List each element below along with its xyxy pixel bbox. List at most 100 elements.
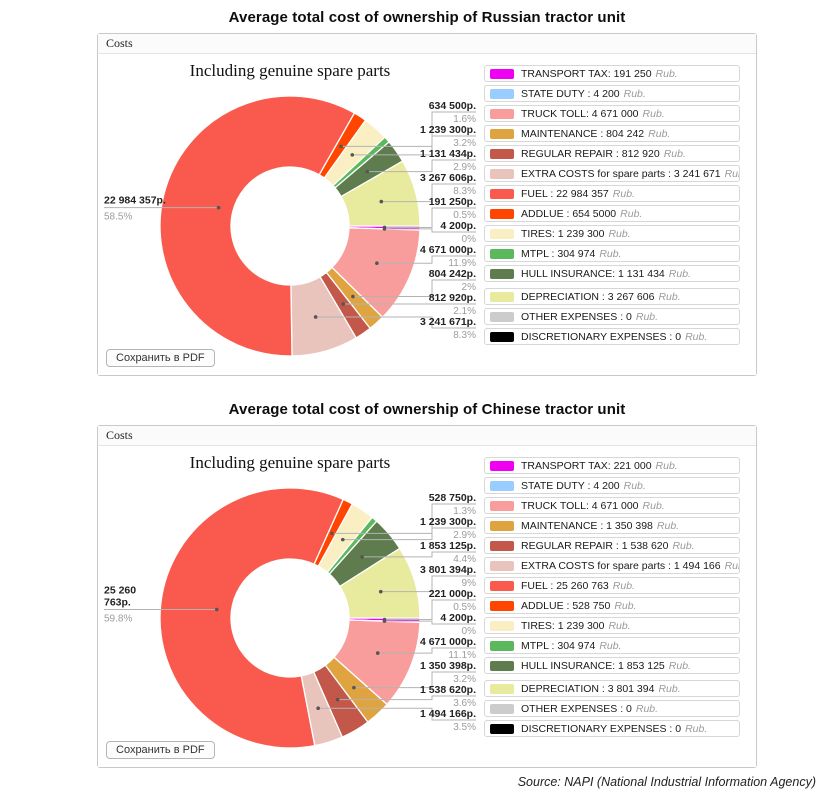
- legend-item-hull-insurance[interactable]: HULL INSURANCE: 1 131 434 Rub.: [484, 265, 740, 282]
- legend-item-extra-costs-for-spare-parts[interactable]: EXTRA COSTS for spare parts : 3 241 671 R…: [484, 165, 740, 182]
- callout-value: 1 350 398p.: [420, 660, 476, 672]
- legend-item-discretionary-expenses[interactable]: DISCRETIONARY EXPENSES : 0 Rub.: [484, 720, 740, 737]
- legend-swatch: [490, 520, 514, 531]
- legend-unit: Rub.: [648, 127, 671, 140]
- legend-label: ADDLUE : 654 5000: [521, 207, 617, 220]
- legend-item-regular-repair[interactable]: REGULAR REPAIR : 1 538 620 Rub.: [484, 537, 740, 554]
- legend-unit: Rub.: [623, 479, 646, 492]
- legend-label: TRUCK TOLL: 4 671 000: [521, 499, 639, 512]
- callout-percent: 59.8%: [104, 614, 132, 625]
- legend-item-transport-tax[interactable]: TRANSPORT TAX: 221 000 Rub.: [484, 457, 740, 474]
- legend-swatch: [490, 68, 514, 79]
- legend-item-hull-insurance[interactable]: HULL INSURANCE: 1 853 125 Rub.: [484, 657, 740, 674]
- legend-item-tires[interactable]: TIRES: 1 239 300 Rub.: [484, 225, 740, 242]
- legend-item-truck-toll[interactable]: TRUCK TOLL: 4 671 000 Rub.: [484, 105, 740, 122]
- legend-label: TRUCK TOLL: 4 671 000: [521, 107, 639, 120]
- legend-swatch: [490, 460, 514, 471]
- legend-item-fuel[interactable]: FUEL : 25 260 763 Rub.: [484, 577, 740, 594]
- callout-value: 1 239 300p.: [420, 124, 476, 136]
- legend-unit: Rub.: [663, 147, 686, 160]
- legend-item-regular-repair[interactable]: REGULAR REPAIR : 812 920 Rub.: [484, 145, 740, 162]
- slice-depreciation[interactable]: [340, 160, 421, 227]
- legend-swatch: [490, 248, 514, 259]
- legend-item-truck-toll[interactable]: TRUCK TOLL: 4 671 000 Rub.: [484, 497, 740, 514]
- legend-item-mtpl[interactable]: MTPL : 304 974 Rub.: [484, 637, 740, 654]
- chart-area-chinese: Including genuine spare parts 528 750p. 1…: [98, 446, 756, 767]
- callout-percent: 58.5%: [104, 212, 132, 223]
- legend-swatch: [490, 331, 514, 342]
- legend-unit: Rub.: [635, 310, 659, 323]
- callout-regular-repair: 1 538 620p. 3.6%: [335, 684, 476, 709]
- legend-swatch: [490, 208, 514, 219]
- legend-item-transport-tax[interactable]: TRANSPORT TAX: 191 250 Rub.: [484, 65, 740, 82]
- callout-percent: 2.9%: [453, 530, 476, 541]
- legend-unit: Rub.: [608, 619, 631, 632]
- callout-percent: 9%: [462, 578, 477, 589]
- save-pdf-button[interactable]: Сохранить в PDF: [106, 349, 215, 367]
- callout-hull-insurance: 1 131 434p. 2.9%: [365, 148, 476, 174]
- legend-unit: Rub.: [599, 639, 622, 652]
- legend-swatch: [490, 500, 514, 511]
- legend-unit: Rub.: [623, 87, 646, 100]
- callout-value: 22 984 357p.: [104, 195, 166, 207]
- legend-label: REGULAR REPAIR : 812 920: [521, 147, 660, 160]
- legend-unit: Rub.: [620, 207, 643, 220]
- donut-chart-chinese: 528 750p. 1.3%1 239 300p. 2.9%1 853 125p. 4…: [104, 487, 477, 749]
- legend-item-addlue[interactable]: ADDLUE : 654 5000 Rub.: [484, 205, 740, 222]
- legend-item-discretionary-expenses[interactable]: DISCRETIONARY EXPENSES : 0 Rub.: [484, 328, 740, 345]
- slice-depreciation[interactable]: [338, 547, 421, 619]
- legend-label: DEPRECIATION : 3 801 394: [521, 682, 655, 695]
- legend-unit: Rub.: [685, 722, 708, 735]
- legend-item-depreciation[interactable]: DEPRECIATION : 3 801 394 Rub.: [484, 680, 740, 697]
- legend-swatch: [490, 580, 514, 591]
- legend-item-fuel[interactable]: FUEL : 22 984 357 Rub.: [484, 185, 740, 202]
- callout-percent: 1.6%: [453, 114, 476, 125]
- legend-unit: Rub.: [608, 227, 631, 240]
- callout-value: 4 200p.: [440, 612, 476, 624]
- callout-value: 4 200p.: [440, 220, 476, 232]
- legend-label: OTHER EXPENSES : 0: [521, 310, 632, 323]
- callout-addlue: 634 500p. 1.6%: [339, 100, 476, 149]
- legend-swatch: [490, 540, 514, 551]
- legend-item-mtpl[interactable]: MTPL : 304 974 Rub.: [484, 245, 740, 262]
- callout-state-duty: 4 200p. 0%: [382, 612, 476, 637]
- callout-percent: 2%: [462, 282, 477, 293]
- callout-value: 25 260: [104, 585, 136, 597]
- legend-unit: Rub.: [668, 659, 691, 672]
- legend-swatch: [490, 703, 514, 714]
- slice-fuel[interactable]: [159, 95, 356, 357]
- tab-costs[interactable]: Costs: [98, 426, 756, 446]
- slice-fuel[interactable]: [159, 487, 345, 749]
- legend-unit: Rub.: [724, 559, 739, 572]
- tab-costs[interactable]: Costs: [98, 34, 756, 54]
- legend-swatch: [490, 268, 514, 279]
- legend-item-other-expenses[interactable]: OTHER EXPENSES : 0 Rub.: [484, 308, 740, 325]
- callout-value: 1 239 300p.: [420, 516, 476, 528]
- legend-item-state-duty[interactable]: STATE DUTY : 4 200 Rub.: [484, 477, 740, 494]
- legend-label: STATE DUTY : 4 200: [521, 479, 620, 492]
- legend-item-depreciation[interactable]: DEPRECIATION : 3 267 606 Rub.: [484, 288, 740, 305]
- legend-item-addlue[interactable]: ADDLUE : 528 750 Rub.: [484, 597, 740, 614]
- legend-swatch: [490, 560, 514, 571]
- legend-item-tires[interactable]: TIRES: 1 239 300 Rub.: [484, 617, 740, 634]
- donut-chart-russian: 634 500p. 1.6%1 239 300p. 3.2%1 131 434p. 2…: [104, 95, 477, 357]
- legend-unit: Rub.: [668, 267, 691, 280]
- legend-unit: Rub.: [655, 67, 678, 80]
- legend-swatch: [490, 480, 514, 491]
- save-pdf-button[interactable]: Сохранить в PDF: [106, 741, 215, 759]
- chart-subtitle: Including genuine spare parts: [189, 453, 391, 472]
- callout-regular-repair: 812 920p. 2.1%: [341, 292, 476, 317]
- legend-swatch: [490, 188, 514, 199]
- legend-item-extra-costs-for-spare-parts[interactable]: EXTRA COSTS for spare parts : 1 494 166 R…: [484, 557, 740, 574]
- callout-value: 191 250p.: [429, 196, 476, 208]
- legend-unit: Rub.: [614, 599, 637, 612]
- legend-item-other-expenses[interactable]: OTHER EXPENSES : 0 Rub.: [484, 700, 740, 717]
- legend-item-state-duty[interactable]: STATE DUTY : 4 200 Rub.: [484, 85, 740, 102]
- legend-item-maintenance[interactable]: MAINTENANCE : 804 242 Rub.: [484, 125, 740, 142]
- legend-swatch: [490, 620, 514, 631]
- legend-label: FUEL : 22 984 357: [521, 187, 609, 200]
- callout-value: 1 494 166p.: [420, 708, 476, 720]
- legend-item-maintenance[interactable]: MAINTENANCE : 1 350 398 Rub.: [484, 517, 740, 534]
- callout-value: 804 242p.: [429, 268, 476, 280]
